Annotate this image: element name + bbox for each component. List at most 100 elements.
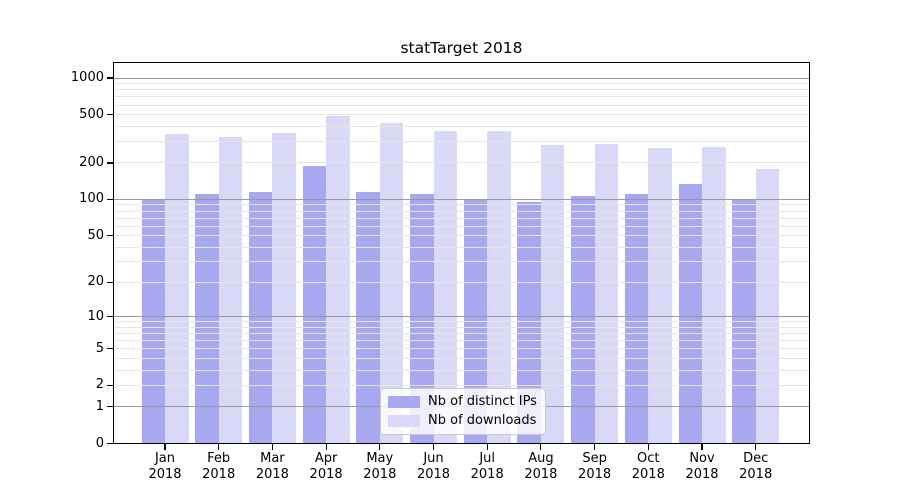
x-tick-label-jul: Jul 2018 (470, 451, 504, 482)
y-tick-500 (107, 114, 113, 116)
x-tick-oct (647, 444, 649, 450)
y-tick-label-5: 5 (95, 340, 104, 356)
y-tick-label-200: 200 (79, 154, 104, 170)
y-tick-label-1000: 1000 (70, 70, 104, 86)
gridline-minor-6 (114, 340, 809, 342)
y-tick-100 (107, 198, 113, 200)
x-tick-aug (540, 444, 542, 450)
gridline-minor-900 (114, 83, 809, 85)
y-tick-2 (107, 384, 113, 386)
gridline-minor-90 (114, 204, 809, 206)
x-tick-sep (594, 444, 596, 450)
x-tick-may (379, 444, 381, 450)
bar-downloads-apr (326, 116, 350, 443)
bar-distinct-ips-jul (463, 199, 488, 443)
gridline-minor-8 (114, 326, 809, 328)
x-tick-nov (701, 444, 703, 450)
gridline-minor-300 (114, 141, 809, 143)
gridline-minor-800 (114, 89, 809, 91)
x-tick-label-feb: Feb 2018 (202, 451, 236, 482)
gridline-minor-40 (114, 246, 809, 248)
bar-distinct-ips-jan (141, 198, 165, 443)
x-tick-label-sep: Sep 2018 (578, 451, 612, 482)
y-tick-label-0: 0 (95, 435, 104, 451)
x-tick-apr (325, 444, 327, 450)
y-tick-label-10: 10 (87, 308, 104, 324)
gridline-minor-500 (114, 114, 809, 116)
gridline-minor-20 (114, 281, 809, 283)
gridline-minor-3 (114, 369, 809, 371)
y-tick-1000 (107, 77, 113, 79)
x-tick-label-jun: Jun 2018 (416, 451, 451, 482)
x-tick-jul (486, 444, 488, 450)
gridline-minor-200 (114, 162, 809, 164)
bar-downloads-jun (433, 130, 457, 443)
bar-distinct-ips-apr (302, 166, 327, 443)
y-tick-label-100: 100 (79, 191, 104, 207)
x-tick-mar (271, 444, 273, 450)
legend-swatch-downloads (388, 415, 420, 427)
gridline-minor-2 (114, 384, 809, 386)
x-tick-label-aug: Aug 2018 (524, 451, 558, 482)
y-tick-200 (107, 162, 113, 164)
y-tick-label-1: 1 (95, 398, 104, 414)
bar-distinct-ips-dec (732, 199, 756, 443)
bar-downloads-aug (540, 144, 565, 443)
bar-downloads-feb (218, 136, 243, 443)
bar-downloads-dec (755, 168, 780, 443)
legend: Nb of distinct IPs Nb of downloads (380, 388, 546, 435)
bar-downloads-jul (487, 131, 511, 443)
legend-item-downloads: Nb of downloads (388, 413, 545, 429)
y-tick-1 (107, 406, 113, 408)
bar-downloads-jan (165, 134, 189, 443)
x-tick-label-oct: Oct 2018 (631, 451, 665, 482)
gridline-minor-60 (114, 225, 809, 227)
gridline-minor-700 (114, 96, 809, 98)
x-tick-dec (755, 444, 757, 450)
gridline-minor-600 (114, 104, 809, 106)
y-tick-0 (107, 442, 113, 445)
gridline-minor-400 (114, 125, 809, 127)
x-tick-label-dec: Dec 2018 (739, 451, 773, 482)
bar-distinct-ips-oct (624, 194, 649, 443)
bar-distinct-ips-may (356, 191, 380, 443)
y-tick-5 (107, 348, 113, 350)
gridline-major-10 (114, 316, 809, 318)
bar-downloads-sep (594, 144, 619, 443)
bar-distinct-ips-sep (571, 196, 595, 443)
gridline-major-1000 (114, 77, 809, 79)
gridline-minor-7 (114, 333, 809, 334)
gridline-minor-80 (114, 210, 809, 212)
y-tick-10 (107, 316, 113, 318)
bar-downloads-oct (648, 147, 672, 443)
chart-title: statTarget 2018 (400, 39, 523, 57)
x-tick-label-nov: Nov 2018 (685, 451, 719, 482)
bar-downloads-mar (272, 133, 296, 443)
y-tick-label-2: 2 (95, 377, 104, 393)
x-tick-label-may: May 2018 (363, 451, 397, 482)
gridline-minor-9 (114, 321, 809, 323)
bar-distinct-ips-mar (248, 191, 273, 443)
y-tick-50 (107, 234, 113, 237)
gridline-minor-70 (114, 217, 809, 219)
gridline-minor-5 (114, 348, 809, 350)
x-tick-label-jan: Jan 2018 (148, 451, 182, 482)
bar-distinct-ips-feb (195, 193, 219, 443)
x-tick-label-apr: Apr 2018 (309, 451, 343, 482)
y-tick-20 (107, 281, 113, 284)
gridline-minor-4 (114, 357, 809, 359)
y-tick-label-50: 50 (87, 227, 104, 243)
x-tick-jun (432, 444, 435, 450)
bar-distinct-ips-nov (678, 183, 702, 443)
x-tick-jan (164, 444, 166, 450)
legend-swatch-distinct-ips (388, 396, 420, 408)
legend-label-distinct-ips: Nb of distinct IPs (428, 394, 537, 409)
legend-item-distinct-ips: Nb of distinct IPs (388, 394, 545, 410)
bar-distinct-ips-jun (410, 193, 434, 443)
legend-label-downloads: Nb of downloads (428, 413, 537, 428)
x-tick-feb (218, 444, 220, 450)
y-tick-label-500: 500 (79, 106, 104, 122)
gridline-minor-50 (114, 235, 809, 237)
gridline-major-100 (114, 198, 809, 200)
